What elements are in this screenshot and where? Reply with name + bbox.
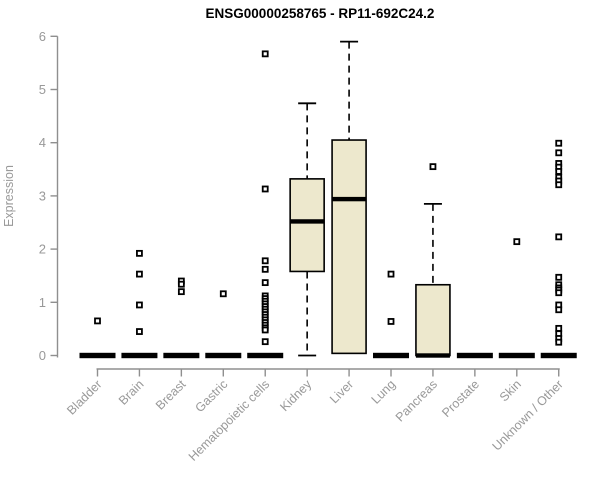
outlier-point-bladder — [94, 317, 101, 325]
x-tick-label-prostate: Prostate — [439, 377, 482, 420]
y-tick-label-3: 3 — [39, 188, 46, 203]
outlier-point-pancreas — [429, 163, 437, 171]
zero-bar-breast — [163, 352, 200, 359]
zero-bar-gastric — [205, 352, 242, 359]
y-tick-label-1: 1 — [39, 295, 46, 310]
outlier-point-hematopoietic-cells — [261, 279, 269, 287]
outlier-point-unknown-other — [555, 289, 563, 297]
x-tick-label-skin: Skin — [497, 377, 524, 404]
outlier-point-brain — [136, 270, 143, 278]
outlier-point-breast — [177, 288, 185, 296]
box-kidney — [289, 178, 325, 273]
zero-bar-lung — [373, 352, 410, 359]
y-tick-label-5: 5 — [39, 82, 46, 97]
y-tick-label-6: 6 — [39, 29, 46, 44]
outlier-point-unknown-other — [555, 181, 563, 189]
outlier-point-gastric — [219, 290, 227, 298]
outlier-point-brain — [136, 301, 143, 309]
x-tick-label-bladder: Bladder — [64, 377, 104, 417]
box-liver — [331, 139, 367, 355]
x-tick-label-unknown-other: Unknown / Other — [490, 377, 566, 453]
x-tick-label-kidney: Kidney — [277, 377, 314, 414]
outlier-point-hematopoietic-cells — [261, 50, 269, 58]
outlier-point-unknown-other — [555, 168, 563, 175]
median-kidney — [290, 219, 325, 224]
y-tick-label-0: 0 — [39, 348, 46, 363]
y-axis-label: Expression — [2, 165, 16, 227]
outlier-point-unknown-other — [555, 149, 563, 157]
outlier-point-lung — [387, 270, 395, 278]
zero-bar-hematopoietic-cells — [247, 352, 284, 359]
outlier-point-unknown-other — [555, 306, 563, 314]
x-tick-label-gastric: Gastric — [193, 377, 231, 415]
y-tick-label-4: 4 — [39, 135, 46, 150]
x-tick-label-liver: Liver — [327, 377, 356, 406]
chart-title: ENSG00000258765 - RP11-692C24.2 — [206, 6, 435, 21]
outlier-point-unknown-other — [555, 338, 563, 346]
median-pancreas — [415, 353, 450, 358]
outlier-point-brain — [136, 249, 143, 257]
zero-bar-prostate — [456, 352, 493, 359]
zero-bar-unknown-other — [540, 352, 577, 359]
outlier-point-hematopoietic-cells — [261, 265, 269, 273]
zero-bar-bladder — [79, 352, 116, 359]
outliers-layer — [94, 50, 563, 346]
outlier-point-brain — [136, 328, 143, 335]
zero-bar-skin — [498, 352, 535, 359]
x-tick-label-brain: Brain — [116, 377, 147, 408]
box-pancreas — [415, 283, 451, 357]
outlier-point-hematopoietic-cells — [261, 257, 269, 265]
outlier-point-hematopoietic-cells — [261, 326, 269, 334]
outlier-point-unknown-other — [555, 233, 563, 241]
outlier-point-unknown-other — [555, 324, 563, 332]
zero-bar-brain — [121, 352, 158, 359]
outlier-point-hematopoietic-cells — [261, 338, 269, 346]
y-tick-label-2: 2 — [39, 242, 46, 257]
outlier-point-unknown-other — [555, 139, 563, 147]
median-liver — [332, 196, 367, 202]
outlier-point-unknown-other — [555, 273, 563, 281]
x-tick-label-hematopoietic-cells: Hematopoietic cells — [186, 377, 273, 464]
boxes-layer — [79, 40, 577, 359]
outlier-point-hematopoietic-cells — [261, 185, 269, 193]
x-tick-label-lung: Lung — [369, 377, 399, 407]
x-tick-label-breast: Breast — [153, 377, 189, 413]
outlier-point-breast — [177, 280, 185, 288]
y-axis: 0 1 2 3 4 5 6 — [39, 29, 59, 363]
x-tick-label-pancreas: Pancreas — [393, 377, 440, 424]
outlier-point-skin — [513, 238, 521, 246]
outlier-point-lung — [387, 318, 395, 325]
